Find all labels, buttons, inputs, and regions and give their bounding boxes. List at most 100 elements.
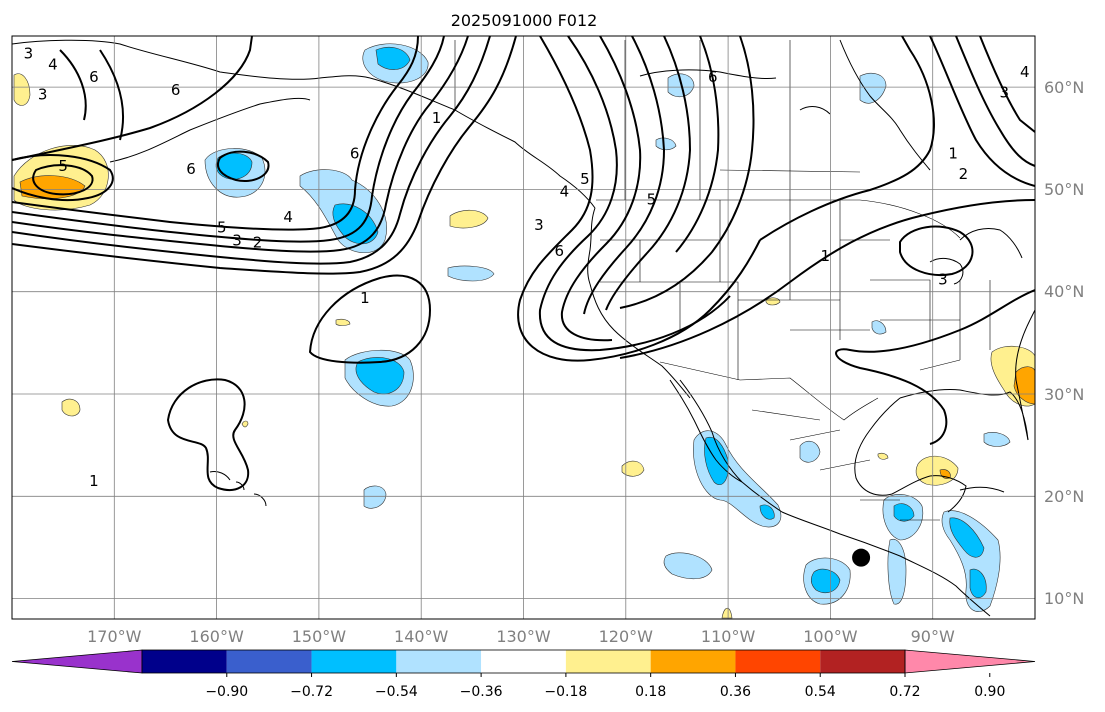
contour-label-bg [1060,144,1072,162]
colorbar-tick-label: 0.90 [974,684,1005,700]
contour-label: 4 [283,208,293,226]
coast-canada-arctic [639,69,831,115]
colorbar-bin [820,650,905,673]
colorbar-tick-labels: −0.90 −0.72 −0.54 −0.36 −0.18 0.18 0.36 0.54 0.7… [205,673,1005,700]
coast-british-columbia [587,207,596,285]
latitude-labels: 60°N 50°N 40°N 30°N 20°N 10°N [1044,78,1084,608]
contour-1-hawaii [166,378,250,491]
colorbar-bin [226,650,312,673]
shade-yellow-small-pac [241,420,249,428]
shade-lightblue-gulf-mex [799,440,821,463]
shade-lightblue-offshore [447,265,495,282]
contour-trough-5 [605,36,692,311]
contour-east-ridge-c [955,36,1035,167]
contour-label: 3 [24,44,34,62]
coast-yucatan [929,475,967,513]
contour-bering-ring [32,164,94,196]
shade-orange-bering [19,175,86,200]
shade-lightblue-mex-sw [663,552,713,580]
contour-west-f [12,36,517,275]
lon-label-120w: 120°W [599,627,654,646]
coast-gulf-of-mexico [854,397,931,496]
colorbar-tick-label: 0.54 [805,684,836,700]
shade-yellow-west [61,398,81,417]
coast-aleutians [109,97,311,163]
colorbar-tick-label: −0.90 [205,684,248,700]
contour-alaska-ring [217,150,270,182]
lat-label-60n: 60°N [1044,78,1084,97]
coast-east-us [1015,309,1035,441]
colorbar [11,649,1036,674]
contour-label: 3 [38,85,48,103]
contour-east-ridge-a [759,36,935,241]
border-canada-provinces [624,40,861,200]
shade-yellow-pac-small [335,318,351,326]
shade-yellow-offshore [449,209,489,229]
contour-bering-low [12,154,114,202]
contour-label: 1 [360,289,370,307]
border-us-canada [596,199,961,239]
lon-label-140w: 140°W [394,627,449,646]
lat-label-40n: 40°N [1044,282,1084,301]
contour-label: 6 [708,68,718,86]
colorbar-bin [396,650,482,673]
contour-label: 3 [938,270,948,288]
shade-lightblue-canada-w [871,320,887,335]
contour-1-us [619,199,1035,359]
shade-blue-centam2 [969,568,987,599]
colorbar-bin [650,650,736,673]
contour-west-e [12,36,491,265]
contour-label: 2 [959,165,969,183]
shade-lightblue-hudson [859,73,887,104]
coast-alaska-north [12,39,371,80]
contour-west-c [12,36,445,243]
contour-trough-2 [538,36,731,352]
colorbar-bin [311,650,397,673]
lon-label-150w: 150°W [292,627,347,646]
colorbar-frame [141,649,906,674]
colorbar-tick-label: 0.18 [635,684,666,700]
colorbar-bin [735,650,821,673]
contour-west-a [12,36,253,161]
coast-mexico-west [741,481,991,617]
shade-blue-centam [949,517,985,558]
contour-label: 4 [1020,63,1030,81]
shade-yellow-colorado [765,297,781,306]
contour-east-ridge-d [979,36,1035,133]
contour-1-mid-pac [308,274,432,364]
map-frame [11,35,1036,620]
shade-lightblue-gulf-east [983,432,1011,447]
lon-label-170w: 170°W [87,627,142,646]
shaded-regions [13,43,1035,619]
contour-label: 4 [560,182,570,200]
colorbar-extend-max [904,649,1036,674]
lat-label-20n: 20°N [1044,487,1084,506]
contour-label: 6 [350,145,360,163]
colorbar-bin [565,650,651,673]
border-mexico-states [751,409,940,521]
coast-alaska-panhandle [369,77,596,209]
border-us-mexico [659,361,879,421]
contour-1-se [835,289,1035,445]
colorbar-tick-label: −0.54 [375,684,418,700]
shade-yellow-pac-east [621,460,645,477]
lat-label-50n: 50°N [1044,180,1084,199]
contour-label: 6 [186,160,196,178]
lon-label-160w: 160°W [189,627,244,646]
colorbar-extend-min [11,649,143,674]
contour-east-ridge-b [929,36,1035,187]
contour-label: 5 [580,170,590,188]
shade-blue-pac-mid [355,357,405,395]
storm-position-marker [852,548,871,567]
colorbar-bin [142,650,227,673]
contour-label: 6 [1061,145,1071,163]
longitude-labels: 170°W 160°W 150°W 140°W 130°W 120°W 110°… [87,627,955,646]
colorbar-tick-label: −0.36 [460,684,503,700]
colorbar-bin [481,650,566,673]
colorbar-tick-label: −0.72 [290,684,333,700]
shade-blue-baja2 [759,504,775,520]
shade-blue-yucatan [893,503,915,522]
